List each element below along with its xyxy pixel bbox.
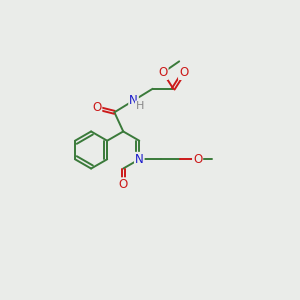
Text: N: N (135, 153, 144, 166)
Text: O: O (92, 101, 101, 114)
Text: O: O (158, 66, 168, 79)
Text: N: N (129, 94, 138, 107)
Text: O: O (118, 178, 128, 191)
Text: O: O (179, 66, 188, 79)
Text: O: O (193, 153, 202, 166)
Text: H: H (136, 101, 144, 111)
